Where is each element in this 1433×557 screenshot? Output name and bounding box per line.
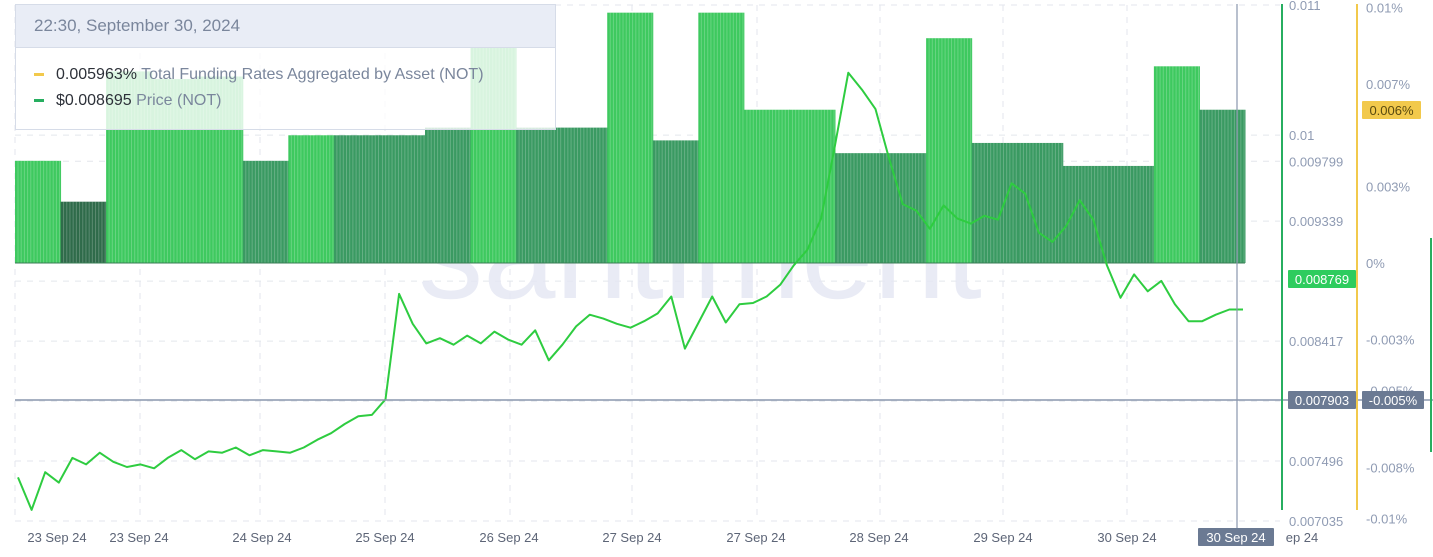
axis-badges: 0.008769 0.007903 0.006% -0.005% 30 Sep 24 — [1198, 101, 1424, 546]
funding-bar-hatch — [427, 127, 471, 263]
funding-bar — [15, 160, 62, 263]
tooltip: 22:30, September 30, 2024 0.005963% Tota… — [15, 4, 556, 130]
funding-bar-hatch — [564, 127, 607, 263]
tooltip-row-funding: 0.005963% Total Funding Rates Aggregated… — [34, 66, 484, 84]
funding-bar — [425, 127, 472, 263]
funding-bar-hatch — [609, 12, 653, 263]
funding-bar — [1017, 142, 1064, 263]
x-crosshair-badge: 30 Sep 24 — [1206, 530, 1265, 545]
funding-bar — [607, 12, 654, 264]
price-line-layer — [17, 71, 1243, 511]
funding-bar — [561, 127, 608, 263]
x-axis-tick-label: 27 Sep 24 — [602, 530, 661, 545]
funding-bar — [835, 153, 882, 263]
funding-axis-tick-label: 0.007% — [1366, 77, 1411, 92]
funding-bar-hatch — [290, 135, 334, 263]
price-axis-tick-label: 0.011 — [1289, 0, 1321, 13]
tooltip-price-label: Price (NOT) — [136, 92, 222, 109]
funding-bar-hatch — [655, 140, 698, 263]
funding-bar — [288, 135, 335, 263]
funding-bar — [743, 109, 790, 264]
price-current-badge: 0.008769 — [1295, 272, 1349, 287]
x-axis-tick-label: 26 Sep 24 — [479, 530, 538, 545]
funding-bar-hatch — [974, 142, 1017, 263]
funding-bar-hatch — [928, 38, 972, 263]
funding-bar-hatch — [518, 127, 562, 263]
price-crosshair-badge-bg — [1288, 391, 1356, 409]
funding-axis-tick-label: 0% — [1366, 256, 1385, 271]
funding-bar — [880, 153, 927, 263]
funding-bar — [60, 201, 107, 263]
x-axis-tick-label: 30 Sep 24 — [1097, 530, 1156, 545]
price-axis: 0.0110.010.0097990.0093390.0088780.00841… — [1289, 0, 1343, 529]
price-current-badge-bg — [1288, 270, 1356, 288]
funding-legend-swatch — [34, 73, 44, 77]
funding-axis: 0.01% 0.007% 0.003% 0% -0.003% -0.005% -0.008%… — [1366, 1, 1415, 527]
funding-axis-tick-label: -0.008% — [1366, 460, 1415, 475]
funding-bar — [971, 142, 1018, 263]
funding-bar-hatch — [336, 135, 379, 263]
funding-bar-hatch — [1156, 66, 1199, 263]
funding-bars — [15, 12, 1246, 264]
x-axis-tick-label: ep 24 — [1286, 530, 1319, 545]
price-axis-tick-label: 0.009799 — [1289, 154, 1343, 169]
funding-bar-hatch — [245, 160, 288, 263]
x-crosshair-badge-bg — [1198, 528, 1274, 546]
funding-bar — [926, 38, 973, 264]
x-axis-tick-label: 27 Sep 24 — [726, 530, 785, 545]
price-legend-swatch — [34, 99, 44, 103]
funding-bar-hatch — [381, 135, 425, 263]
tooltip-title: 22:30, September 30, 2024 — [16, 5, 555, 48]
funding-bar-hatch — [63, 201, 106, 263]
funding-bar — [1108, 165, 1155, 263]
funding-bar — [516, 127, 563, 263]
funding-bar — [379, 135, 426, 263]
tooltip-price-value: $0.008695 — [56, 92, 132, 109]
funding-bar-hatch — [837, 153, 881, 263]
x-axis: 23 Sep 24 23 Sep 24 24 Sep 24 25 Sep 24 26 S… — [27, 530, 1318, 545]
price-axis-tick-label: 0.008417 — [1289, 334, 1343, 349]
funding-axis-tick-label: -0.003% — [1366, 333, 1415, 348]
funding-axis-tick-label: -0.01% — [1366, 511, 1408, 526]
funding-current-badge-bg — [1362, 101, 1421, 119]
price-axis-tick-label: 0.009339 — [1289, 214, 1343, 229]
funding-bar — [652, 140, 699, 263]
price-crosshair-badge: 0.007903 — [1295, 393, 1349, 408]
funding-bar — [698, 12, 745, 264]
funding-bar-hatch — [700, 12, 744, 263]
funding-bar — [1153, 66, 1200, 263]
price-axis-tick-label: 0.01 — [1289, 128, 1314, 143]
x-axis-tick-label: 25 Sep 24 — [355, 530, 414, 545]
funding-current-badge: 0.006% — [1369, 103, 1414, 118]
x-axis-tick-label: 23 Sep 24 — [27, 530, 86, 545]
funding-bar-hatch — [1110, 165, 1154, 263]
funding-bar-hatch — [17, 160, 61, 263]
x-axis-tick-label: 28 Sep 24 — [849, 530, 908, 545]
funding-axis-tick-label: 0.01% — [1366, 1, 1403, 16]
price-axis-tick-label: 0.007035 — [1289, 514, 1343, 529]
x-axis-tick-label: 29 Sep 24 — [973, 530, 1032, 545]
price-line — [17, 71, 1243, 511]
funding-crosshair-badge-bg — [1362, 391, 1424, 409]
funding-bar — [242, 160, 289, 263]
tooltip-funding-label: Total Funding Rates Aggregated by Asset … — [141, 66, 484, 83]
funding-crosshair-badge: -0.005% — [1369, 393, 1418, 408]
funding-axis-tick-label: 0.003% — [1366, 179, 1411, 194]
x-axis-tick-label: 24 Sep 24 — [232, 530, 291, 545]
x-axis-tick-label: 23 Sep 24 — [109, 530, 168, 545]
funding-bar — [333, 135, 380, 263]
funding-bar-hatch — [1201, 109, 1245, 263]
price-axis-tick-label: 0.007496 — [1289, 454, 1343, 469]
tooltip-row-price: $0.008695 Price (NOT) — [34, 92, 221, 110]
funding-bar-hatch — [746, 109, 789, 263]
tooltip-funding-value: 0.005963% — [56, 66, 137, 83]
funding-bar-hatch — [1065, 165, 1108, 263]
funding-bar-hatch — [1019, 142, 1063, 263]
funding-bar — [1199, 109, 1246, 264]
